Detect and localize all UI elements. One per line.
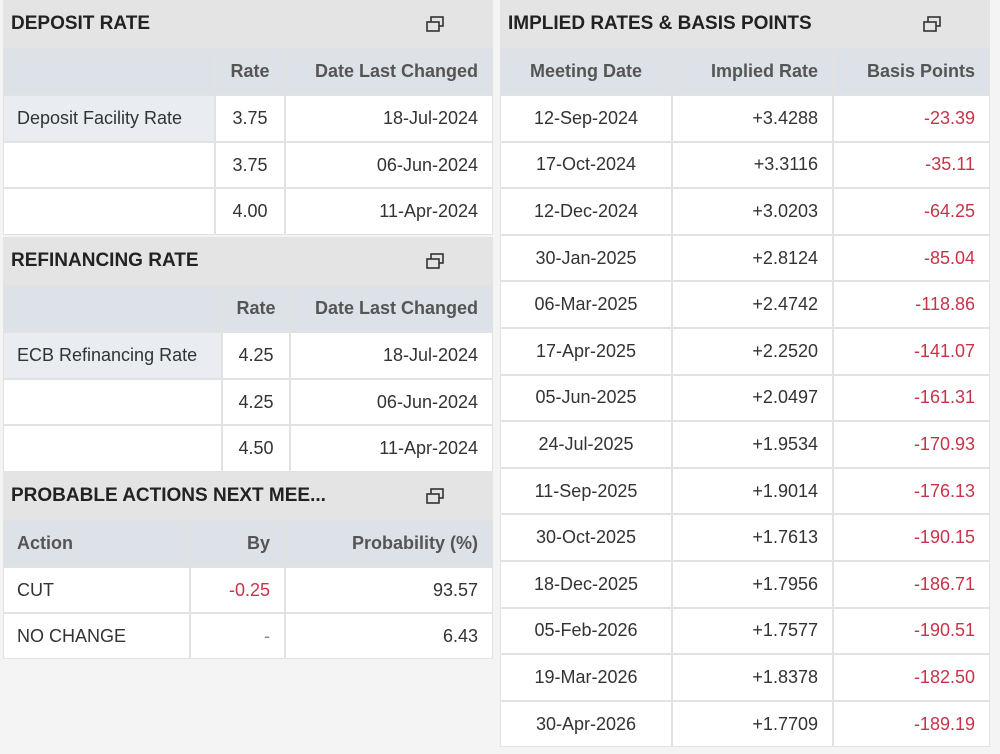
table-cell: -190.15 — [833, 514, 990, 561]
table-cell: -170.93 — [833, 421, 990, 468]
column-header — [3, 285, 222, 332]
table-cell — [3, 378, 222, 426]
table-cell: 4.25 — [222, 378, 290, 426]
table-cell: 3.75 — [215, 141, 285, 189]
table-cell: 06-Jun-2024 — [290, 378, 493, 426]
table-cell: 4.25 — [222, 332, 290, 379]
column-header — [3, 48, 215, 95]
column-header: Meeting Date — [500, 48, 672, 95]
table-cell: -182.50 — [833, 654, 990, 701]
table-cell: 4.00 — [215, 188, 285, 236]
table-cell: +1.7577 — [672, 607, 833, 655]
table-cell: -189.19 — [833, 700, 990, 748]
table-cell: +1.7709 — [672, 700, 833, 748]
table-cell: +2.8124 — [672, 234, 833, 282]
table-cell: 06-Jun-2024 — [285, 141, 493, 189]
table-cell: -190.51 — [833, 607, 990, 655]
column-header: Rate — [222, 285, 290, 332]
table-cell: 17-Apr-2025 — [500, 328, 672, 375]
table-cell: 05-Jun-2025 — [500, 374, 672, 422]
table-cell: +3.4288 — [672, 95, 833, 142]
popout-icon[interactable] — [425, 252, 445, 270]
table-cell: 18-Jul-2024 — [285, 95, 493, 142]
panel-title: PROBABLE ACTIONS NEXT MEE... — [3, 472, 493, 520]
table-cell: 6.43 — [285, 613, 493, 659]
table-cell: NO CHANGE — [3, 613, 190, 659]
table-cell: -35.11 — [833, 141, 990, 189]
table-cell: 30-Apr-2026 — [500, 700, 672, 748]
table-cell: 12-Sep-2024 — [500, 95, 672, 142]
table-cell: +3.3116 — [672, 141, 833, 189]
panel-title: DEPOSIT RATE — [3, 0, 493, 48]
table-cell: -118.86 — [833, 281, 990, 328]
column-header: Date Last Changed — [290, 285, 493, 332]
table-cell: +3.0203 — [672, 188, 833, 235]
table-cell: 4.50 — [222, 425, 290, 473]
table-cell: +2.0497 — [672, 374, 833, 422]
popout-icon[interactable] — [922, 15, 942, 33]
table-cell: -186.71 — [833, 561, 990, 608]
table-cell: 06-Mar-2025 — [500, 281, 672, 328]
table-cell: -85.04 — [833, 234, 990, 282]
table-cell: 30-Oct-2025 — [500, 514, 672, 561]
popout-icon[interactable] — [425, 15, 445, 33]
column-header: Action — [3, 520, 190, 567]
table-cell: +2.4742 — [672, 281, 833, 328]
table-cell: 19-Mar-2026 — [500, 654, 672, 701]
table-cell: 93.57 — [285, 567, 493, 613]
table-cell: -176.13 — [833, 467, 990, 515]
panel-title: IMPLIED RATES & BASIS POINTS — [500, 0, 990, 48]
table-cell: 11-Sep-2025 — [500, 467, 672, 515]
table-cell: -141.07 — [833, 328, 990, 375]
column-header: Basis Points — [833, 48, 990, 95]
table-cell: 05-Feb-2026 — [500, 607, 672, 655]
table-cell: 17-Oct-2024 — [500, 141, 672, 189]
table-cell: 3.75 — [215, 95, 285, 142]
column-header: Date Last Changed — [285, 48, 493, 95]
table-cell — [3, 188, 215, 236]
table-cell: 12-Dec-2024 — [500, 188, 672, 235]
table-cell: 11-Apr-2024 — [290, 425, 493, 473]
table-cell: 11-Apr-2024 — [285, 188, 493, 236]
table-cell: ECB Refinancing Rate — [3, 332, 222, 379]
table-cell: - — [190, 613, 285, 659]
table-cell: 18-Dec-2025 — [500, 561, 672, 608]
table-cell: +2.2520 — [672, 328, 833, 375]
table-cell: +1.9534 — [672, 421, 833, 468]
column-header: Probability (%) — [285, 520, 493, 567]
table-cell: -0.25 — [190, 567, 285, 613]
table-cell: +1.9014 — [672, 467, 833, 515]
table-cell: +1.7956 — [672, 561, 833, 608]
table-cell: +1.8378 — [672, 654, 833, 701]
column-header: Rate — [215, 48, 285, 95]
table-cell: 18-Jul-2024 — [290, 332, 493, 379]
column-header: Implied Rate — [672, 48, 833, 95]
table-cell — [3, 425, 222, 473]
table-cell: Deposit Facility Rate — [3, 95, 215, 142]
table-cell: 24-Jul-2025 — [500, 421, 672, 468]
table-cell: CUT — [3, 567, 190, 613]
table-cell: -64.25 — [833, 188, 990, 235]
panel-title: REFINANCING RATE — [3, 237, 493, 285]
table-cell — [3, 141, 215, 189]
popout-icon[interactable] — [425, 487, 445, 505]
table-cell: +1.7613 — [672, 514, 833, 561]
column-header: By — [190, 520, 285, 567]
table-cell: 30-Jan-2025 — [500, 234, 672, 282]
table-cell: -161.31 — [833, 374, 990, 422]
table-cell: -23.39 — [833, 95, 990, 142]
